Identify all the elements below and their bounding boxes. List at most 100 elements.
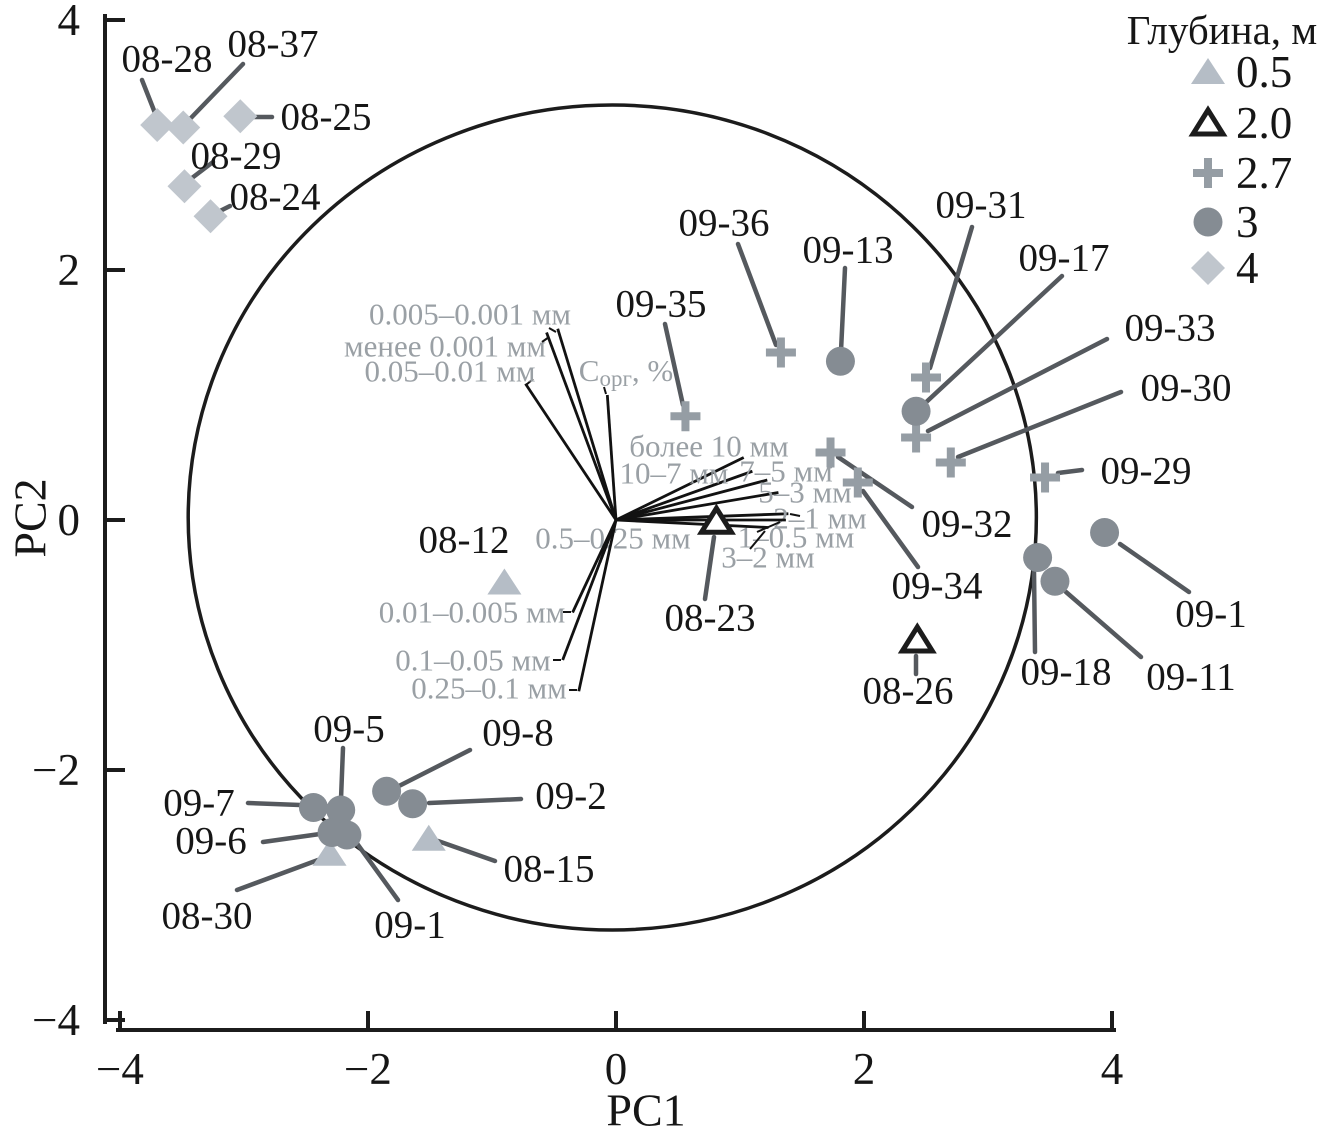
vector-label: 0.01–0.005 мм [379, 595, 565, 630]
point-09-35 [670, 401, 701, 432]
vector-label: 1–0.5 мм [738, 520, 855, 555]
vector-label: 0.05–0.01 мм [365, 354, 536, 389]
leader-line-09-1 [350, 835, 401, 903]
point-label-09-34: 09-34 [892, 565, 983, 608]
point-label-08-30: 08-30 [162, 895, 253, 938]
vector-label: менее 0.001 мм [344, 329, 546, 364]
vector-label: 0.1–0.05 мм [395, 643, 550, 678]
vector-line [561, 519, 618, 661]
vector-label-tick [749, 530, 766, 550]
point-label-08-15: 08-15 [504, 848, 595, 891]
point-09-36 [765, 337, 796, 368]
point-label-09-8: 09-8 [482, 712, 554, 755]
point-09-8 [372, 776, 402, 806]
leader-line-09-31 [927, 224, 975, 371]
correlation-circle [186, 103, 1039, 932]
y-tick-label: 4 [58, 0, 81, 45]
vector-line [556, 328, 618, 521]
x-tick-label: 2 [853, 1044, 876, 1094]
point-label-08-24: 08-24 [230, 176, 321, 219]
point-label-08-29: 08-29 [191, 135, 282, 178]
point-label-09-29: 09-29 [1101, 450, 1192, 493]
point-label-09-36: 09-36 [679, 202, 770, 245]
leader-line-09-30 [955, 389, 1124, 460]
leader-line-09-29 [1055, 467, 1085, 476]
vector-line [545, 332, 618, 521]
leader-line-08-15 [435, 838, 498, 864]
legend-item-label: 4 [1236, 243, 1259, 293]
point-label-09-5: 09-5 [313, 708, 385, 751]
legend-marker-4 [1191, 251, 1225, 285]
vector-label: 7–5 мм [739, 454, 832, 489]
leader-line-08-23 [702, 534, 717, 602]
vector-label: 0.005–0.001 мм [369, 297, 571, 332]
legend-item-label: 0.5 [1236, 47, 1292, 97]
legend-marker-0.5 [1191, 58, 1225, 84]
point-label-08-23: 08-23 [665, 597, 756, 640]
vector-line [615, 518, 769, 529]
leader-line-09-7 [245, 800, 303, 808]
legend-item-label: 2.0 [1236, 98, 1292, 148]
point-label-08-26: 08-26 [863, 670, 954, 713]
vector-label-tick [541, 336, 550, 343]
point-09-30 [935, 447, 966, 478]
point-08-25 [223, 99, 258, 134]
leader-line-08-30 [234, 857, 321, 893]
vector-line [577, 519, 618, 692]
point-08-28 [140, 108, 175, 142]
legend-marker-2.0 [1188, 105, 1228, 137]
point-09-17 [901, 396, 931, 426]
vector-label: Cорг, % [579, 353, 673, 391]
point-08-37 [166, 110, 201, 145]
point-09-29 [1030, 462, 1061, 493]
vector-line [615, 478, 768, 522]
point-09-1 [1090, 518, 1120, 547]
x-tick-label: 0 [605, 1044, 628, 1094]
point-label-09-11: 09-11 [1146, 656, 1236, 699]
point-label-08-28: 08-28 [122, 38, 213, 81]
point-label-09-2: 09-2 [535, 775, 607, 818]
leader-line-09-33 [925, 336, 1110, 434]
leader-line-09-17 [919, 273, 1065, 409]
leader-line-09-11 [1063, 589, 1144, 660]
point-09-2 [398, 789, 428, 819]
point-label-08-37: 08-37 [228, 23, 319, 66]
y-tick-label: −4 [32, 995, 80, 1045]
vector-line [615, 456, 745, 522]
point-label-09-32: 09-32 [922, 503, 1013, 546]
axes-group: PC1 PC2 −4 −4 −2 −2 0 0 2 2 4 4 [5, 0, 1124, 1136]
points-group [140, 99, 1120, 866]
y-tick-label: 2 [58, 245, 81, 295]
vector-label-tick [525, 378, 534, 386]
leader-lines-group [139, 61, 1192, 903]
vector-label: более 10 мм [629, 429, 789, 464]
point-label-09-33: 09-33 [1125, 307, 1216, 350]
leader-line-09-13 [838, 265, 848, 354]
vector-label-tick [603, 386, 607, 395]
leader-line-09-6 [260, 831, 323, 845]
legend-marker-2.7 [1193, 158, 1223, 188]
leader-line-09-34 [860, 488, 921, 570]
y-axis-title: PC2 [5, 478, 56, 557]
point-08-15 [411, 824, 446, 851]
legend: Глубина, м 0.52.02.734 [1127, 7, 1317, 293]
point-label-09-1: 09-1 [1175, 593, 1247, 636]
leader-line-08-28 [139, 77, 158, 116]
leader-line-09-2 [426, 796, 524, 806]
point-08-30 [312, 839, 347, 866]
vector-label: 3–2 мм [721, 540, 814, 575]
x-tick-label: 4 [1101, 1044, 1124, 1094]
point-09-33 [901, 422, 932, 453]
vector-label-tick [789, 513, 801, 517]
point-08-24 [193, 199, 228, 234]
vector-line [524, 382, 618, 521]
legend-title: Глубина, м [1127, 7, 1317, 53]
point-label-09-7: 09-7 [163, 782, 235, 825]
x-tick-label: −4 [96, 1044, 144, 1094]
point-label-09-30: 09-30 [1141, 367, 1232, 410]
legend-marker-3 [1193, 207, 1223, 237]
point-label-09-6: 09-6 [175, 820, 247, 863]
point-08-23 [696, 503, 736, 535]
